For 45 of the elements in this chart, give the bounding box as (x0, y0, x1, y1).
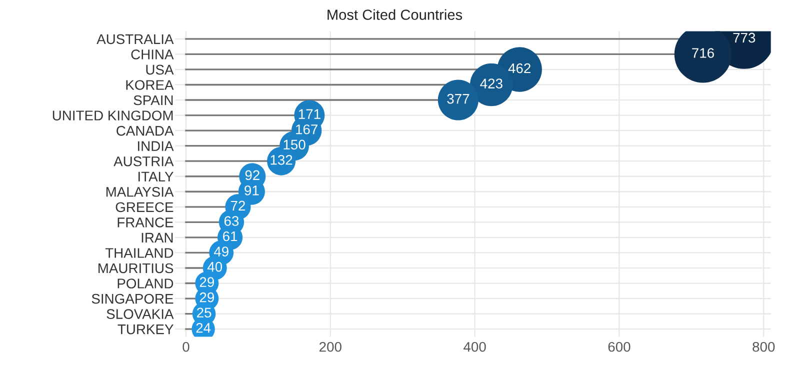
y-tick-label: ITALY (138, 172, 174, 182)
y-tick-label: CANADA (116, 126, 174, 136)
y-tick-label: AUSTRALIA (96, 34, 174, 44)
data-label: 92 (245, 170, 260, 180)
y-tick-label: POLAND (118, 278, 174, 288)
y-tick-label: UNITED KINGDOM (52, 110, 173, 120)
y-tick-label: IRAN (142, 232, 173, 242)
data-label: 61 (223, 231, 238, 242)
data-label: 423 (480, 78, 502, 88)
y-tick-label: FRANCE (118, 218, 174, 228)
y-tick-label: SPAIN (134, 95, 173, 106)
y-tick-label: KOREA (126, 80, 174, 90)
x-tick-label: 0 (182, 342, 190, 352)
data-label: 377 (447, 94, 470, 104)
data-label: 132 (270, 154, 292, 165)
y-tick-label: SLOVAKIA (106, 309, 174, 319)
data-label: 91 (244, 186, 259, 196)
y-tick-label: SINGAPORE (92, 294, 174, 304)
data-label: 167 (296, 124, 318, 134)
data-label: 72 (230, 200, 246, 210)
x-tick-label: 400 (464, 342, 486, 352)
data-label: 29 (200, 277, 214, 287)
data-label: 24 (196, 322, 211, 333)
data-label: 29 (200, 292, 214, 302)
data-label: 171 (298, 109, 320, 119)
x-tick-label: 600 (608, 342, 630, 352)
y-tick-label: TURKEY (118, 324, 174, 334)
data-label: 150 (284, 140, 306, 150)
data-label: 49 (214, 246, 228, 256)
data-label: 63 (224, 216, 239, 226)
y-tick-label: GREECE (116, 202, 174, 212)
data-label: 40 (207, 262, 222, 272)
x-tick-label: 200 (320, 342, 342, 352)
y-tick-label: MALAYSIA (106, 186, 174, 197)
y-tick-label: MAURITIUS (98, 263, 174, 274)
y-tick-label: INDIA (138, 141, 174, 151)
data-label: 25 (197, 308, 212, 318)
y-tick-label: USA (146, 64, 174, 75)
y-tick-label: THAILAND (105, 248, 174, 258)
data-label: 716 (692, 48, 714, 58)
y-tick-label: CHINA (131, 50, 174, 60)
data-label: 462 (508, 63, 530, 74)
x-tick-label: 800 (752, 342, 775, 352)
y-tick-label: AUSTRIA (114, 156, 174, 166)
chart-title: Most Cited Countries (328, 9, 462, 20)
